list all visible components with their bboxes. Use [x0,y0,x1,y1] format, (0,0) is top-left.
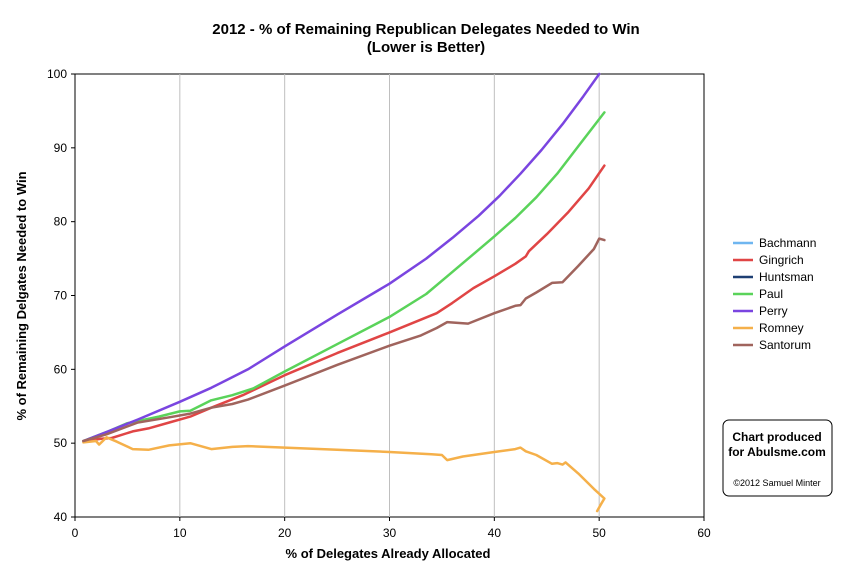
x-tick-label: 50 [592,526,606,540]
series-line-santorum [82,237,606,443]
legend-label-romney: Romney [759,321,804,335]
credit-box: Chart produced for Abulsme.com ©2012 Sam… [722,419,833,497]
chart-subtitle: (Lower is Better) [367,39,485,56]
chart-title: 2012 - % of Remaining Republican Delegat… [212,21,639,38]
y-tick-label: 100 [47,67,67,81]
y-axis-label: % of Remaining Delgates Needed to Win [14,171,29,420]
credit-box-frame [722,419,833,497]
y-axis-ticks: 40 50 60 70 80 90 100 [47,67,75,524]
x-tick-label: 40 [488,526,502,540]
legend-label-bachmann: Bachmann [759,236,816,250]
series-line-romney [82,436,606,513]
y-tick-label: 70 [54,289,68,303]
x-tick-label: 20 [278,526,292,540]
series-line-perry [82,72,601,443]
x-axis-label: % of Delegates Already Allocated [286,546,491,561]
y-tick-label: 80 [54,215,68,229]
x-axis-ticks: 0 10 20 30 40 50 60 [72,517,711,540]
y-tick-label: 50 [54,436,68,450]
credit-line-1: Chart produced [732,430,821,444]
y-tick-label: 60 [54,362,68,376]
y-tick-label: 90 [54,141,68,155]
credit-line-2: for Abulsme.com [728,445,826,459]
legend-label-gingrich: Gingrich [759,253,804,267]
series-lines [82,72,606,513]
x-tick-label: 10 [173,526,187,540]
x-tick-label: 0 [72,526,79,540]
x-tick-label: 60 [697,526,711,540]
x-tick-label: 30 [383,526,397,540]
credit-copyright: ©2012 Samuel Minter [733,478,820,488]
legend-label-huntsman: Huntsman [759,270,814,284]
legend-label-paul: Paul [759,287,783,301]
series-line-gingrich [82,164,606,443]
legend: Bachmann Gingrich Huntsman Paul Perry Romney S… [733,236,816,352]
legend-label-santorum: Santorum [759,338,811,352]
series-line-paul [82,111,606,443]
legend-label-perry: Perry [759,304,788,318]
y-tick-label: 40 [54,510,68,524]
